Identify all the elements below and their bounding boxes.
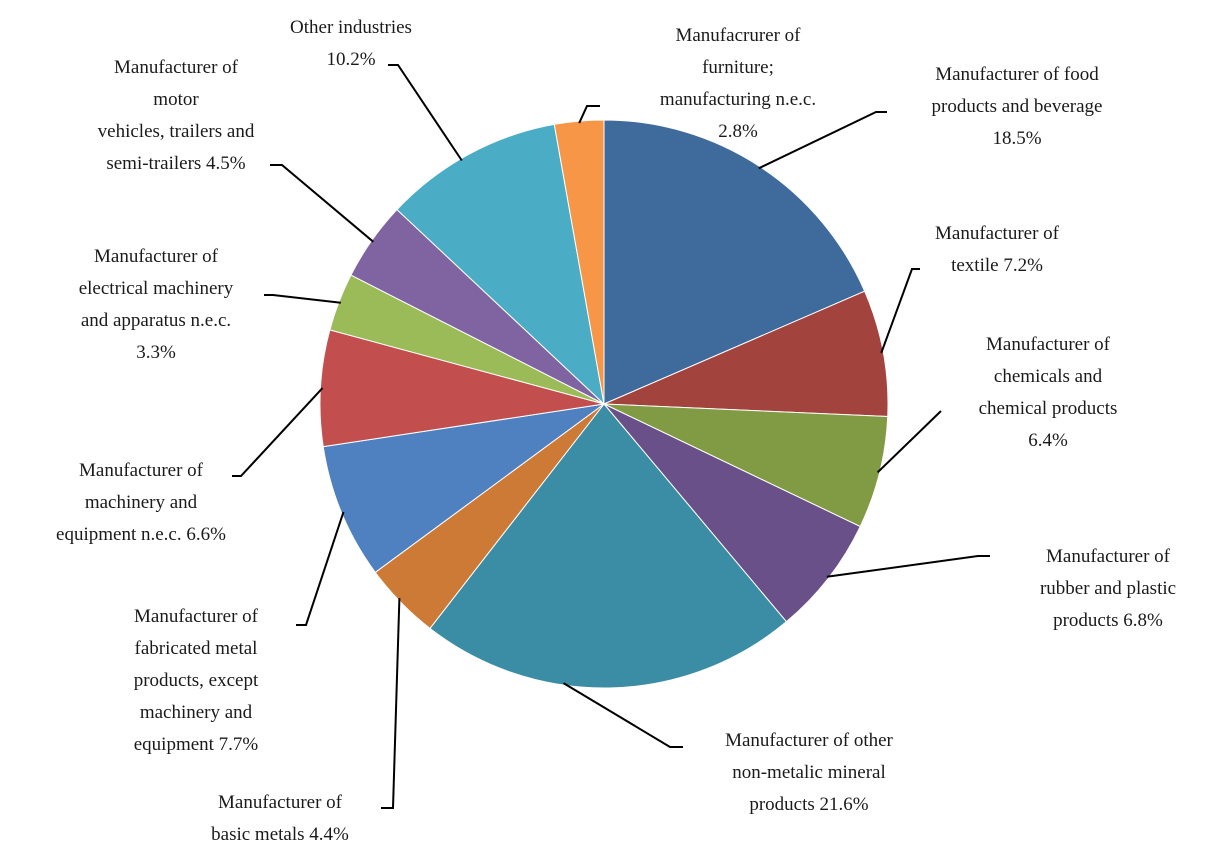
leader-line-manufacturer-of-fabricated-metal-products-except-machinery-and-equipment xyxy=(296,511,345,626)
slice-label-line: Manufacturer of xyxy=(94,246,219,267)
pie-slice-manufacturer-of-rubber-and-plastic-products xyxy=(603,403,861,623)
slice-label-manufacturer-of-fabricated-metal-products-except-machinery-and-equipment: Manufacturer of fabricated metal products,… xyxy=(134,606,259,755)
slice-label-line: 2.8% xyxy=(718,121,758,142)
slice-label-line: Manufacturer of other xyxy=(725,730,893,751)
slice-label-line: semi-trailers 4.5% xyxy=(106,153,245,174)
slice-label-manufacrurer-of-furniture-manufacturing-n-e-c: Manufacrurer of furniture; manufacturing n… xyxy=(660,25,816,142)
leader-line-manufacrurer-of-furniture-manufacturing-n-e-c xyxy=(578,105,600,124)
slice-label-line: motor xyxy=(153,89,199,110)
slice-label-line: rubber and plastic xyxy=(1040,578,1176,599)
slice-label-line: Manufacrurer of xyxy=(675,25,801,46)
pie-slice-manufacturer-of-fabricated-metal-products-except-machinery-and-equipment xyxy=(322,403,605,574)
slice-label-line: Manufacturer of xyxy=(1046,546,1171,567)
slice-label-line: machinery and xyxy=(85,492,198,513)
slice-label-other-industries: Other industries 10.2% xyxy=(290,17,412,70)
pie-slice-manufacturer-of-other-non-metalic-mineral-products xyxy=(429,403,788,689)
slice-label-line: products and beverage xyxy=(932,96,1103,117)
slice-labels: Manufacturer of food products and beverag… xyxy=(56,17,1176,845)
pie-slice-manufacturer-of-machinery-and-equipment-n-e-c xyxy=(319,329,605,448)
slice-label-line: Manufacturer of xyxy=(935,223,1060,244)
slice-label-line: chemicals and xyxy=(994,366,1103,387)
slice-label-line: chemical products xyxy=(979,398,1118,419)
leader-line-manufacturer-of-other-non-metalic-mineral-products xyxy=(562,682,683,748)
slice-label-line: fabricated metal xyxy=(135,638,258,659)
slice-label-line: textile 7.2% xyxy=(951,255,1043,276)
leader-line-manufacturer-of-basic-metals xyxy=(381,598,401,809)
leader-line-manufacturer-of-electrical-machinery-and-apparatus-n-e-c xyxy=(264,294,341,304)
slice-label-line: products, except xyxy=(134,670,259,691)
slice-label-line: Manufacturer of food xyxy=(935,64,1099,85)
pie-slice-manufacturer-of-textile xyxy=(603,290,889,418)
slice-label-manufacturer-of-electrical-machinery-and-apparatus-n-e-c: Manufacturer of electrical machinery and a… xyxy=(79,246,234,363)
slice-label-line: 3.3% xyxy=(136,342,176,363)
leader-line-other-industries xyxy=(388,64,463,162)
slice-label-line: furniture; xyxy=(702,57,774,78)
slice-label-line: manufacturing n.e.c. xyxy=(660,89,816,110)
slice-label-line: 18.5% xyxy=(992,128,1041,149)
slice-label-line: and apparatus n.e.c. xyxy=(81,310,231,331)
slice-label-manufacturer-of-motor-vehicles-trailers-and-semi-trailers: Manufacturer of motor vehicles, trailers a… xyxy=(98,57,255,174)
slice-label-manufacturer-of-textile: Manufacturer of textile 7.2% xyxy=(935,223,1060,276)
leader-line-manufacturer-of-textile xyxy=(880,268,920,354)
leader-line-manufacturer-of-chemicals-and-chemical-products xyxy=(876,410,942,474)
slice-label-manufacturer-of-food-products-and-beverage: Manufacturer of food products and beverag… xyxy=(932,64,1103,149)
slice-label-manufacturer-of-other-non-metalic-mineral-products: Manufacturer of other non-metalic mineral… xyxy=(725,730,893,815)
slice-label-line: equipment 7.7% xyxy=(134,734,259,755)
slice-label-line: Manufacturer of xyxy=(218,792,343,813)
slice-label-line: Manufacturer of xyxy=(114,57,239,78)
slice-label-line: Manufacturer of xyxy=(134,606,259,627)
slice-label-line: Manufacturer of xyxy=(79,460,204,481)
leader-line-manufacturer-of-machinery-and-equipment-n-e-c xyxy=(232,387,324,477)
slice-label-line: vehicles, trailers and xyxy=(98,121,255,142)
slice-label-line: equipment n.e.c. 6.6% xyxy=(56,524,226,545)
leader-lines xyxy=(232,64,990,809)
slice-label-line: products 6.8% xyxy=(1053,610,1163,631)
pie-slice-manufacturer-of-chemicals-and-chemical-products xyxy=(603,403,889,528)
slice-label-line: electrical machinery xyxy=(79,278,234,299)
slice-label-manufacturer-of-basic-metals: Manufacturer of basic metals 4.4% xyxy=(211,792,349,845)
slice-label-line: Manufacturer of xyxy=(986,334,1111,355)
slice-label-manufacturer-of-machinery-and-equipment-n-e-c: Manufacturer of machinery and equipment n.… xyxy=(56,460,226,545)
leader-line-manufacturer-of-motor-vehicles-trailers-and-semi-trailers xyxy=(270,164,374,243)
pie-slice-manufacturer-of-food-products-and-beverage xyxy=(603,119,866,405)
pie-slice-other-industries xyxy=(396,123,605,406)
slice-label-line: non-metalic mineral xyxy=(732,762,886,783)
slice-label-manufacturer-of-chemicals-and-chemical-products: Manufacturer of chemicals and chemical pro… xyxy=(979,334,1118,451)
leader-line-manufacturer-of-food-products-and-beverage xyxy=(758,111,887,170)
slice-label-line: 6.4% xyxy=(1028,430,1068,451)
leader-line-manufacturer-of-rubber-and-plastic-products xyxy=(826,555,990,578)
slice-label-line: products 21.6% xyxy=(749,794,868,815)
slice-label-line: machinery and xyxy=(140,702,253,723)
slice-label-line: Other industries xyxy=(290,17,412,38)
slice-label-manufacturer-of-rubber-and-plastic-products: Manufacturer of rubber and plastic product… xyxy=(1040,546,1176,631)
pie-slices xyxy=(319,119,889,689)
slice-label-line: basic metals 4.4% xyxy=(211,824,349,845)
slice-label-line: 10.2% xyxy=(326,49,375,70)
